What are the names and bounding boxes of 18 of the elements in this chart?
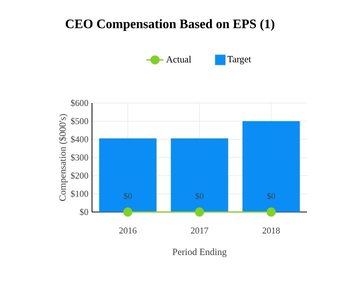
y-tick-label: $500 bbox=[70, 118, 88, 125]
data-label: $0 bbox=[267, 192, 276, 200]
legend-label: Actual bbox=[166, 56, 192, 63]
y-tick-label: $200 bbox=[70, 172, 88, 180]
data-label: $0 bbox=[124, 192, 132, 200]
x-tick-label: 2018 bbox=[262, 228, 280, 234]
x-tick-label: 2017 bbox=[190, 228, 208, 234]
chart-title: CEO Compensation Based on EPS (1) bbox=[66, 19, 274, 31]
x-axis-title: Period Ending bbox=[172, 248, 227, 258]
y-tick-label: $100 bbox=[70, 190, 88, 198]
y-tick-label: $400 bbox=[70, 136, 88, 143]
y-axis-title: Compensation ($000's) bbox=[58, 114, 68, 201]
y-tick-label: $300 bbox=[70, 154, 88, 162]
y-tick-label: $0 bbox=[80, 208, 88, 216]
y-tick-label: $600 bbox=[70, 99, 88, 107]
data-label: $0 bbox=[196, 192, 204, 200]
legend-label: Target bbox=[227, 56, 252, 64]
x-tick-label: 2016 bbox=[119, 228, 137, 234]
